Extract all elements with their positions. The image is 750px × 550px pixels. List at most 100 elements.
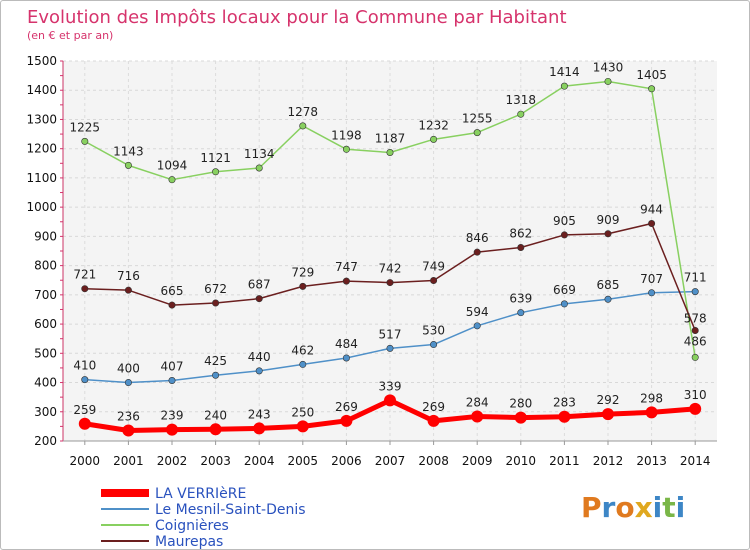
data-point <box>212 299 220 307</box>
data-point <box>299 360 307 368</box>
data-label: 747 <box>335 260 358 274</box>
x-tick-label: 2011 <box>549 454 580 468</box>
data-point <box>78 417 91 430</box>
data-label: 729 <box>291 265 314 279</box>
data-point <box>558 410 571 423</box>
data-label: 665 <box>161 284 184 298</box>
data-point <box>255 367 263 375</box>
plot-area: 200 300 400 500 600 700 800 900 1000 1100 1200 1300… <box>26 54 717 468</box>
data-label: 578 <box>684 312 707 326</box>
x-tick-label: 2007 <box>375 454 406 468</box>
x-tick-label: 2012 <box>593 454 624 468</box>
data-label: 1318 <box>506 93 537 107</box>
data-point <box>124 286 132 294</box>
y-tick-label: 1400 <box>26 83 57 97</box>
x-tick-label: 2005 <box>288 454 319 468</box>
chart-title: Evolution des Impôts locaux pour la Comm… <box>27 7 567 28</box>
x-tick-label: 2004 <box>244 454 275 468</box>
data-label: 707 <box>640 272 663 286</box>
data-point <box>645 406 658 419</box>
data-point <box>81 285 89 293</box>
y-tick-label: 200 <box>34 434 57 448</box>
data-point <box>602 408 614 421</box>
data-point <box>122 424 135 437</box>
data-label: 1278 <box>288 105 319 119</box>
data-label: 259 <box>73 403 96 417</box>
data-label: 909 <box>597 213 620 227</box>
data-label: 944 <box>640 203 663 217</box>
data-label: 298 <box>640 391 663 405</box>
data-point <box>342 145 350 153</box>
data-point <box>473 129 481 137</box>
data-point <box>560 300 568 308</box>
y-tick-label: 400 <box>34 376 57 390</box>
data-label: 1225 <box>70 120 101 134</box>
data-label: 1232 <box>418 118 449 132</box>
data-point <box>517 243 525 251</box>
data-point <box>81 137 89 145</box>
data-label: 711 <box>684 271 707 285</box>
y-tick-label: 1200 <box>26 142 57 156</box>
data-label: 594 <box>466 305 489 319</box>
data-label: 269 <box>335 400 358 414</box>
data-point <box>255 164 263 172</box>
data-label: 484 <box>335 337 358 351</box>
x-tick-label: 2003 <box>200 454 231 468</box>
y-tick-label: 600 <box>34 317 57 331</box>
data-label: 283 <box>553 396 576 410</box>
data-point <box>604 295 612 303</box>
y-tick-label: 1300 <box>26 112 57 126</box>
data-point <box>689 402 702 415</box>
data-point <box>342 354 350 362</box>
data-label: 250 <box>291 405 314 419</box>
data-label: 243 <box>248 407 271 421</box>
x-tick-label: 2009 <box>462 454 493 468</box>
data-label: 1405 <box>636 68 667 82</box>
data-point <box>342 277 350 285</box>
data-point <box>514 411 527 424</box>
data-label: 530 <box>422 324 445 338</box>
data-point <box>81 376 89 384</box>
x-tick-label: 2010 <box>506 454 537 468</box>
data-point <box>517 110 525 118</box>
y-tick-label: 900 <box>34 229 57 243</box>
data-label: 400 <box>117 362 140 376</box>
data-label: 687 <box>248 278 271 292</box>
data-label: 749 <box>422 260 445 274</box>
data-point <box>471 410 484 423</box>
data-point <box>124 161 132 169</box>
data-point <box>560 231 568 239</box>
data-label: 310 <box>684 388 707 402</box>
y-tick-label: 1000 <box>26 200 57 214</box>
data-point <box>691 288 699 296</box>
x-tick-label: 2013 <box>636 454 667 468</box>
legend-entry: Le Mesnil-Saint-Denis <box>155 502 306 518</box>
y-tick-label: 1100 <box>26 171 57 185</box>
x-tick-label: 2001 <box>113 454 144 468</box>
data-label: 721 <box>73 268 96 282</box>
data-point <box>299 282 307 290</box>
legend-entry: Maurepas <box>155 534 223 549</box>
data-point <box>517 309 525 317</box>
x-tick-label: 2006 <box>331 454 362 468</box>
data-label: 440 <box>248 350 271 364</box>
data-point <box>427 414 440 427</box>
data-label: 1134 <box>244 147 275 161</box>
data-point <box>168 376 176 384</box>
y-tick-label: 1500 <box>26 54 57 68</box>
data-point <box>253 422 266 435</box>
data-label: 685 <box>597 278 620 292</box>
data-label: 239 <box>161 409 184 423</box>
data-point <box>386 148 394 156</box>
data-label: 269 <box>422 400 445 414</box>
data-point <box>168 301 176 309</box>
data-label: 410 <box>73 359 96 373</box>
data-label: 407 <box>161 359 184 373</box>
data-label: 669 <box>553 283 576 297</box>
chart-subtitle: (en € et par an) <box>27 29 113 42</box>
data-label: 425 <box>204 354 227 368</box>
data-point <box>209 423 222 436</box>
data-label: 672 <box>204 282 227 296</box>
